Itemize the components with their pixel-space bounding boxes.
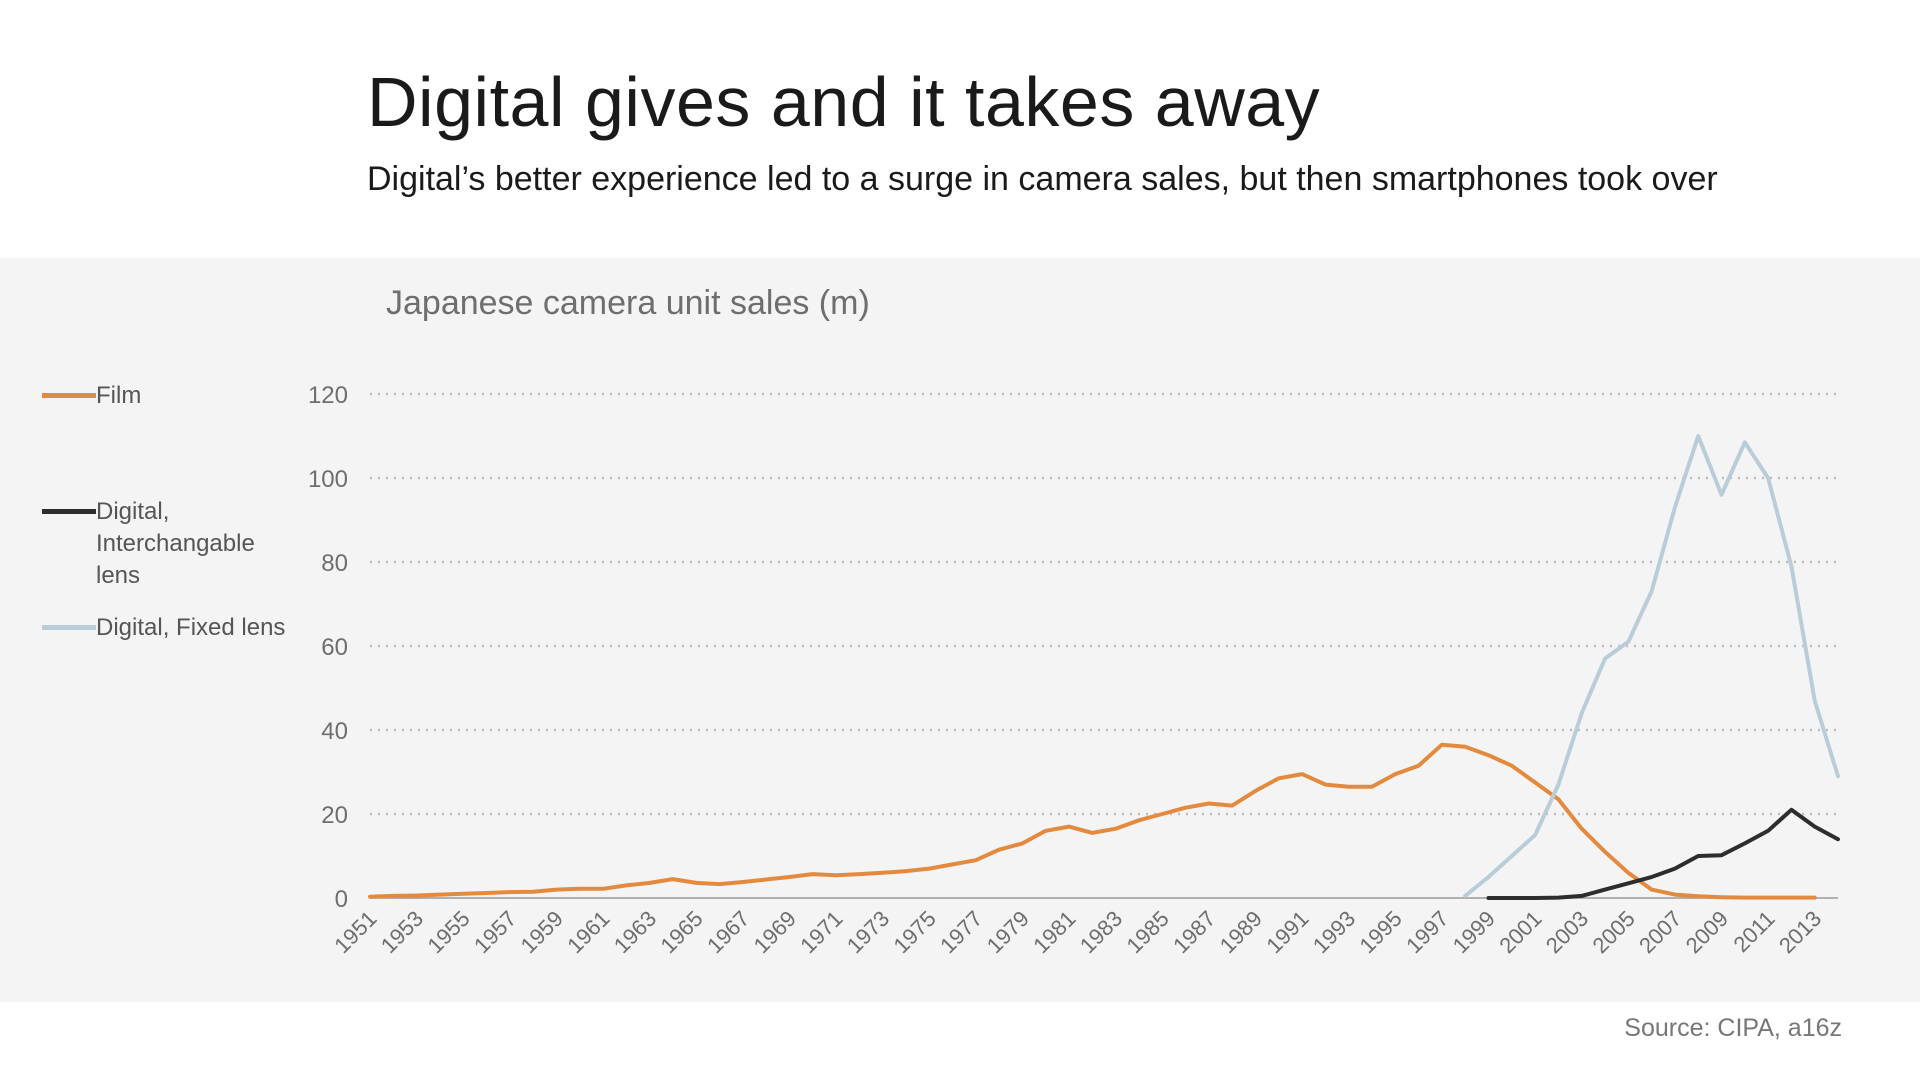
- legend-item-film: Film: [42, 380, 141, 412]
- legend-label-digital-interchangeable: Digital, Interchangable lens: [96, 498, 255, 589]
- y-tick-label: 60: [321, 634, 348, 661]
- x-tick-label: 1963: [609, 906, 661, 958]
- legend-label-digital-fixed: Digital, Fixed lens: [96, 614, 286, 641]
- legend-item-digital-fixed: Digital, Fixed lens: [42, 612, 285, 644]
- x-tick-label: 2005: [1588, 906, 1640, 958]
- x-tick-label: 1977: [935, 906, 987, 958]
- x-tick-label: 1961: [562, 906, 614, 958]
- x-tick-label: 1973: [842, 906, 894, 958]
- series-layer: [368, 434, 1840, 900]
- x-tick-label: 1981: [1028, 906, 1080, 958]
- y-tick-label: 0: [335, 886, 348, 913]
- x-tick-label: 1971: [795, 906, 847, 958]
- series-line-film: [368, 742, 1817, 900]
- x-tick-label: 1967: [702, 906, 754, 958]
- x-tick-label: 1993: [1308, 906, 1360, 958]
- legend-item-digital-interchangeable: Digital, Interchangable lens: [42, 496, 286, 592]
- line-chart: Japanese camera unit sales (m) 0 20 40 60 80…: [308, 284, 1840, 958]
- legend-label-film: Film: [96, 382, 142, 409]
- x-tick-label: 2007: [1634, 906, 1686, 958]
- grid-layer: [370, 392, 1838, 899]
- x-tick-label: 1989: [1215, 906, 1267, 958]
- source-note: Source: CIPA, a16z: [1624, 1014, 1842, 1042]
- series-line-digital-interchangable-lens: [1486, 807, 1840, 900]
- x-tick-label: 1991: [1261, 906, 1313, 958]
- x-tick-label: 2003: [1541, 906, 1593, 958]
- x-tick-label: 1965: [655, 906, 707, 958]
- x-tick-label: 2011: [1728, 906, 1779, 957]
- x-tick-label: 1987: [1168, 906, 1220, 958]
- chart-title: Japanese camera unit sales (m): [386, 284, 870, 322]
- x-tick-label: 1979: [982, 906, 1034, 958]
- x-tick-label: 2009: [1681, 906, 1733, 958]
- page-subtitle: Digital’s better experience led to a sur…: [367, 160, 1718, 198]
- x-tick-label: 1983: [1075, 906, 1127, 958]
- y-tick-label: 120: [308, 382, 348, 409]
- x-tick-label: 1969: [749, 906, 801, 958]
- legend-swatch-film: [42, 393, 96, 398]
- x-tick-label: 1995: [1355, 906, 1407, 958]
- x-tick-label: 1953: [376, 906, 428, 958]
- chart-panel: Film Digital, Interchangable lens Digita…: [0, 258, 1920, 1002]
- x-tick-label: 1957: [469, 906, 521, 958]
- x-tick-label: 2013: [1774, 906, 1826, 958]
- x-tick-label: 1951: [329, 906, 381, 958]
- x-tick-label: 1975: [888, 906, 940, 958]
- legend-swatch-digital-fixed: [42, 625, 96, 630]
- page-title: Digital gives and it takes away: [367, 63, 1321, 141]
- x-tick-label: 1997: [1401, 906, 1453, 958]
- x-tick-label: 1959: [516, 906, 568, 958]
- x-tick-label: 1999: [1448, 906, 1500, 958]
- series-line-digital-fixed-lens: [1463, 434, 1840, 898]
- legend-swatch-digital-interchangeable: [42, 509, 96, 514]
- x-tick-label: 1955: [422, 906, 474, 958]
- y-tick-label: 20: [321, 802, 348, 829]
- y-tick-label: 80: [321, 550, 348, 577]
- y-tick-label: 40: [321, 718, 348, 745]
- y-tick-label: 100: [308, 466, 348, 493]
- x-tick-label: 2001: [1494, 906, 1546, 958]
- x-tick-label: 1985: [1121, 906, 1173, 958]
